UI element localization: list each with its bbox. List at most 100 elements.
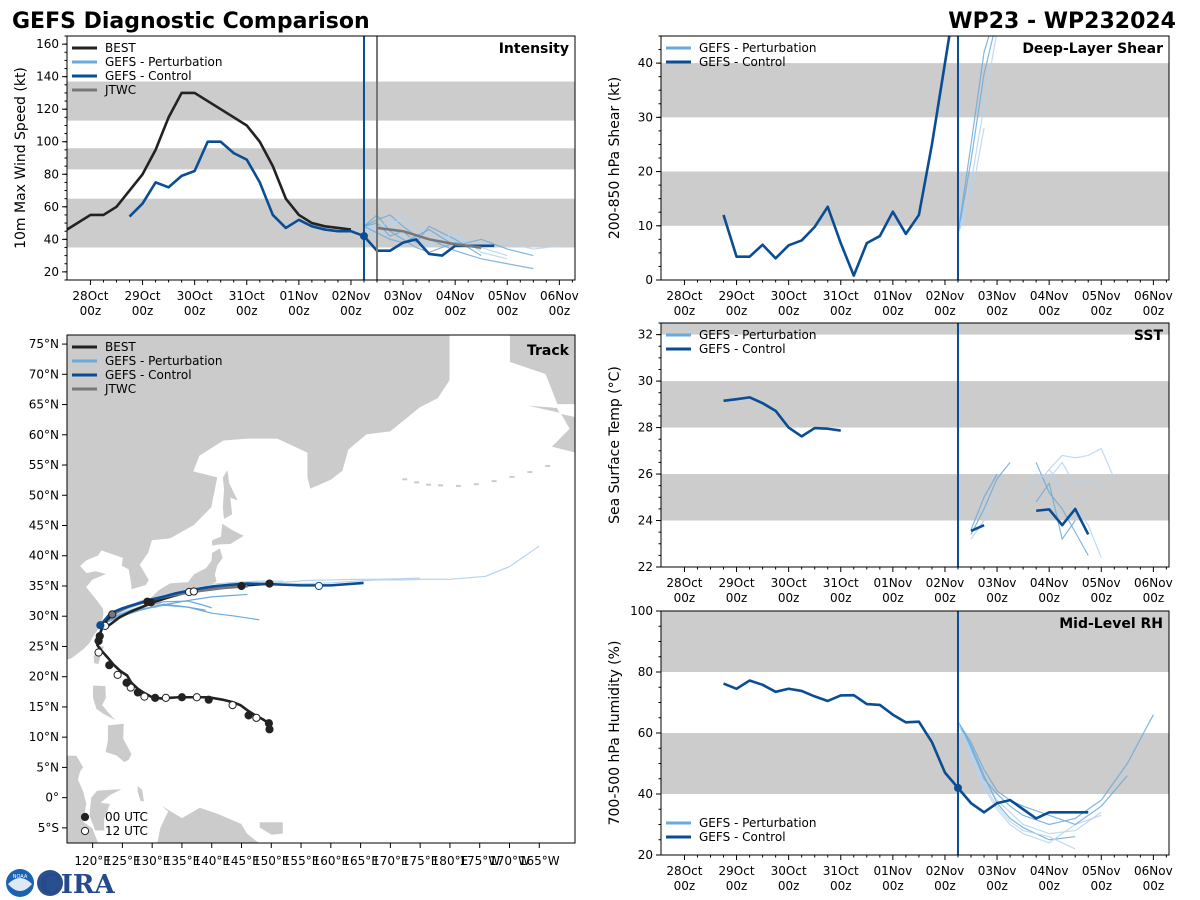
shear-xtick-hour: 00z	[674, 304, 696, 318]
rh-perturbation-line	[957, 721, 1102, 844]
track-lat-label: 5°S	[38, 821, 59, 835]
track-lat-label: 30°N	[29, 609, 59, 623]
shear-ytick-label: 10	[638, 219, 653, 233]
track-lat-label: 65°N	[29, 398, 59, 412]
island	[545, 465, 551, 468]
sst-perturbation-line	[1035, 481, 1076, 541]
island	[402, 478, 408, 481]
island	[426, 483, 432, 486]
track-lat-label: 40°N	[29, 549, 59, 563]
sst-xtick-hour: 00z	[882, 591, 904, 605]
track-lon-label: 135°E	[164, 854, 201, 868]
track-lat-label: 45°N	[29, 519, 59, 533]
intensity-ytick-label: 120	[36, 102, 59, 116]
track-best-marker	[244, 711, 253, 720]
track-best-marker	[228, 701, 237, 710]
shear-xtick-hour: 00z	[1090, 304, 1112, 318]
shear-xtick-day: 02Nov	[926, 289, 965, 303]
shear-xtick-hour: 00z	[934, 304, 956, 318]
intensity-xtick-day: 30Oct	[177, 289, 213, 303]
shear-control-line	[722, 36, 951, 277]
intensity-xtick-day: 06Nov	[540, 289, 579, 303]
rh-xtick-hour: 00z	[674, 879, 696, 893]
noaa-logo: NOAA	[6, 869, 34, 897]
track-lon-label: 130°E	[134, 854, 171, 868]
track-lon-label: 125°E	[104, 854, 141, 868]
land-mass	[509, 335, 575, 405]
sst-band	[661, 381, 1169, 428]
track-panel: 5°S 0° 5°N 10°N 15°N 20°N 25°N 30°N 35°N 40°N 45°N…	[29, 334, 576, 868]
sst-control-line	[970, 523, 985, 533]
intensity-ytick-label: 60	[44, 200, 59, 214]
shear-xtick-day: 06Nov	[1134, 289, 1173, 303]
track-lon-label: 155°E	[283, 854, 320, 868]
sst-ytick-label: 30	[638, 374, 653, 388]
track-lat-label: 25°N	[29, 639, 59, 653]
shear-ytick-label: 20	[638, 165, 653, 179]
track-marker-legend-label: 12 UTC	[105, 824, 148, 838]
shear-xtick-hour: 00z	[986, 304, 1008, 318]
track-best-marker	[192, 693, 201, 702]
shear-legend-label: GEFS - Perturbation	[699, 41, 816, 55]
rh-ytick-label: 60	[638, 726, 653, 740]
sst-perturbation-line	[970, 492, 998, 540]
rh-xtick-hour: 00z	[1038, 879, 1060, 893]
land-mass	[136, 784, 145, 803]
shear-xtick-hour: 00z	[778, 304, 800, 318]
rh-band	[661, 611, 1169, 672]
shear-perturbation-line	[957, 36, 990, 234]
track-best-marker	[161, 693, 170, 702]
track-lon-label: 120°E	[74, 854, 111, 868]
shear-band	[661, 63, 1169, 118]
rh-panel: 2040608010028Oct00z29Oct00z30Oct00z31Oct…	[607, 604, 1173, 893]
sst-title: SST	[1134, 328, 1164, 344]
track-lat-label: 50°N	[29, 488, 59, 502]
intensity-xtick-hour: 00z	[288, 304, 310, 318]
sst-legend-label: GEFS - Control	[699, 342, 786, 356]
track-best-marker	[151, 693, 160, 702]
rh-ytick-label: 80	[638, 665, 653, 679]
track-perturbation-line	[100, 600, 212, 626]
track-lat-label: 15°N	[29, 700, 59, 714]
track-jtwc-marker	[108, 610, 117, 619]
track-perturbation-line	[100, 603, 206, 626]
track-control-line	[99, 581, 364, 627]
sst-xtick-hour: 00z	[726, 591, 748, 605]
rh-ylabel: 700-500 hPa Humidity (%)	[607, 641, 623, 826]
shear-band	[661, 171, 1169, 226]
track-lon-label: 170°E	[372, 854, 409, 868]
track-best-marker	[264, 719, 273, 728]
track-best-marker	[105, 661, 114, 670]
intensity-ytick-label: 80	[44, 167, 59, 181]
track-best-marker	[177, 693, 187, 702]
track-control-marker	[314, 581, 324, 591]
sst-band	[661, 323, 1169, 335]
intensity-ytick-label: 40	[44, 232, 59, 246]
sst-xtick-hour: 00z	[830, 591, 852, 605]
sst-xtick-day: 30Oct	[771, 576, 807, 590]
intensity-perturbation-line	[363, 225, 534, 257]
track-lat-label: 5°N	[36, 760, 59, 774]
track-lon-label: 175°W	[459, 854, 500, 868]
cira-logo-text: CIRA	[40, 870, 115, 900]
cira-logo: CIRA	[37, 870, 115, 900]
sst-xtick-day: 06Nov	[1134, 576, 1173, 590]
shear-xtick-day: 05Nov	[1082, 289, 1121, 303]
rh-xtick-hour: 00z	[986, 879, 1008, 893]
sst-panel: 22242628303228Oct00z29Oct00z30Oct00z31Oc…	[607, 322, 1173, 605]
land-mass	[67, 335, 451, 661]
island	[491, 480, 497, 483]
noaa-logo-text: NOAA	[13, 874, 28, 880]
intensity-xtick-day: 31Oct	[229, 289, 265, 303]
rh-plot-area	[661, 611, 1169, 855]
rh-perturbation-line	[957, 721, 1102, 835]
track-legend-label: GEFS - Control	[105, 368, 192, 382]
track-best-marker	[140, 692, 149, 701]
track-lat-label: 55°N	[29, 458, 59, 472]
rh-legend-label: GEFS - Perturbation	[699, 816, 816, 830]
sst-perturbation-line	[970, 473, 998, 531]
sst-legend-label: GEFS - Perturbation	[699, 328, 816, 342]
sst-ytick-label: 24	[638, 514, 653, 528]
rh-xtick-day: 28Oct	[666, 864, 702, 878]
shear-xtick-day: 29Oct	[719, 289, 755, 303]
